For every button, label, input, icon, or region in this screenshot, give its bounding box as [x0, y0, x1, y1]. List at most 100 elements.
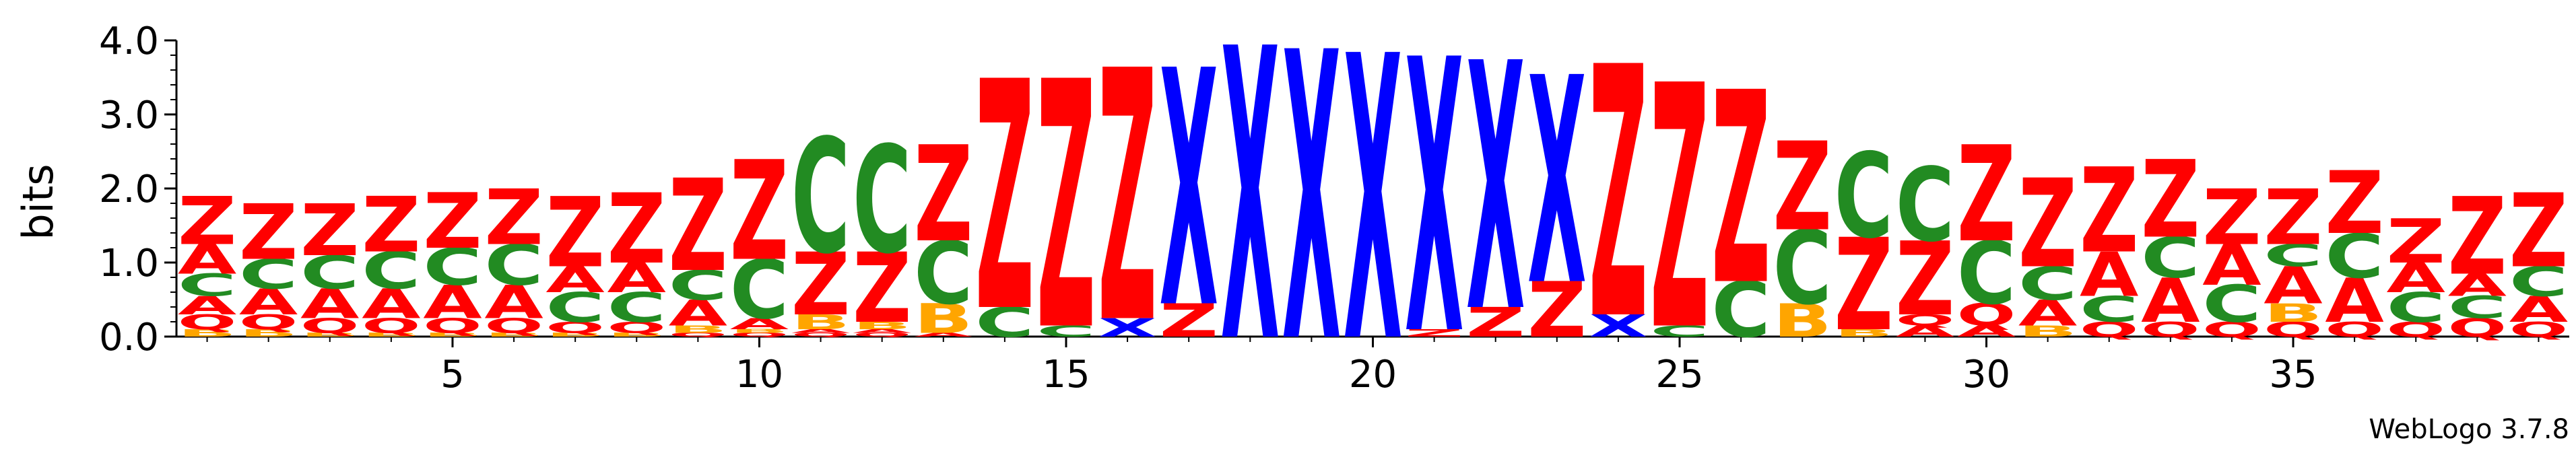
logo-letter-Z: Z	[546, 178, 604, 290]
logo-letter-C: C	[2018, 257, 2077, 310]
logo-letter-Z: Z	[730, 133, 789, 291]
logo-letter-Q: Q	[853, 332, 911, 338]
logo-letter-Q: Q	[178, 310, 236, 334]
x-tick-label: 25	[1655, 353, 1703, 396]
logo-letter-Z: Z	[2264, 174, 2322, 263]
logo-letter-A: A	[239, 281, 298, 323]
logo-letter-Z: Z	[1589, 0, 1647, 396]
logo-letter-Q: Q	[2141, 318, 2200, 341]
logo-letter-Z: Z	[2202, 174, 2261, 263]
logo-letter-B: B	[178, 327, 236, 339]
weblogo-credit: WebLogo 3.7.8	[2369, 414, 2569, 445]
logo-letter-C: C	[423, 238, 482, 297]
x-axis: 5 10 15 20 25 30 35	[176, 335, 2569, 396]
stack-column: X	[1344, 0, 1402, 429]
logo-letter-Z: Z	[2141, 138, 2200, 262]
logo-letter-B: B	[300, 332, 359, 338]
logo-letter-Q: Q	[423, 314, 482, 338]
logo-letter-Z: Z	[423, 178, 482, 267]
logo-letter-A: A	[2141, 266, 2200, 337]
logo-letter-B: B	[730, 329, 789, 335]
logo-letter-Z: Z	[1405, 327, 1463, 339]
logo-letter-Q: Q	[730, 332, 789, 338]
logo-letter-X: X	[1527, 18, 1586, 349]
logo-letter-Q: Q	[2387, 318, 2445, 341]
logo-letter-Z: Z	[2448, 175, 2507, 299]
logo-letter-Z: Z	[1466, 300, 1525, 347]
logo-letter-Z: Z	[300, 189, 359, 272]
stack-column: ZX	[1159, 2, 1218, 380]
logo-letter-Q: Q	[1957, 297, 2016, 333]
x-tick-label: 30	[1962, 353, 2010, 396]
logo-letter-Z: Z	[1650, 15, 1709, 405]
logo-letter-Z: Z	[1159, 295, 1218, 348]
logo-letter-B: B	[2018, 322, 2077, 340]
logo-letter-C: C	[730, 244, 789, 338]
logo-letter-A: A	[2325, 266, 2383, 337]
logo-letter-Q: Q	[2264, 318, 2322, 341]
logo-letter-Z: Z	[2018, 153, 2077, 296]
logo-letter-B: B	[853, 320, 911, 331]
logo-letter-X: X	[1589, 309, 1647, 344]
logo-letter-Z: Z	[2080, 143, 2138, 279]
logo-letter-A: A	[2509, 289, 2568, 331]
logo-letter-C: C	[853, 115, 911, 287]
logo-letter-Z: Z	[2509, 172, 2568, 291]
logo-letter-Q: Q	[2202, 318, 2261, 341]
logo-letter-C: C	[546, 284, 604, 331]
logo-letter-B: B	[1835, 327, 1893, 339]
logo-letter-A: A	[2387, 255, 2445, 302]
logo-letter-Z: Z	[791, 236, 850, 335]
logo-letter-Z: Z	[914, 118, 972, 272]
stack-column: CZ	[1650, 15, 1709, 405]
logo-letter-B: B	[914, 296, 972, 343]
logo-letter-A: A	[2080, 240, 2138, 310]
logo-letter-C: C	[2080, 289, 2138, 331]
stack-column: BZC	[1835, 129, 1893, 359]
logo-letter-B: B	[239, 327, 298, 339]
logo-letter-A: A	[546, 259, 604, 301]
logo-letter-B: B	[484, 332, 543, 338]
logo-letter-Q: Q	[2448, 313, 2507, 343]
y-axis: 0.0 1.0 2.0 3.0 4.0	[99, 20, 178, 359]
logo-letter-Q: Q	[546, 319, 604, 337]
stack-column: X	[1221, 0, 1280, 432]
logo-letter-A: A	[1896, 322, 1954, 340]
logo-letter-B: B	[1773, 295, 1831, 347]
logo-letter-C: C	[669, 262, 727, 309]
logo-letter-Z: Z	[1711, 37, 1770, 343]
logo-letter-A: A	[2264, 256, 2322, 316]
logo-letter-Q: Q	[791, 332, 850, 338]
logo-letter-A: A	[178, 236, 236, 283]
logo-letter-C: C	[1773, 210, 1831, 328]
y-tick-label: 1.0	[99, 242, 159, 285]
logo-letter-Q: Q	[2080, 318, 2138, 341]
logo-letter-B: B	[362, 332, 420, 338]
logo-letter-X: X	[1282, 0, 1341, 430]
stack-column: CZ	[1036, 9, 1095, 406]
logo-letter-X: X	[1098, 313, 1156, 343]
logo-letter-C: C	[2325, 221, 2383, 291]
logo-letter-Q: Q	[1896, 312, 1954, 329]
y-tick-label: 2.0	[99, 168, 159, 211]
logo-letter-B: B	[607, 332, 666, 338]
logo-letter-Z: Z	[2325, 154, 2383, 254]
logo-letter-B: B	[791, 310, 850, 334]
logo-letter-Z: Z	[239, 188, 298, 277]
logo-letter-B: B	[669, 324, 727, 335]
logo-letter-X: X	[1344, 0, 1402, 429]
logo-letter-A: A	[2202, 234, 2261, 298]
